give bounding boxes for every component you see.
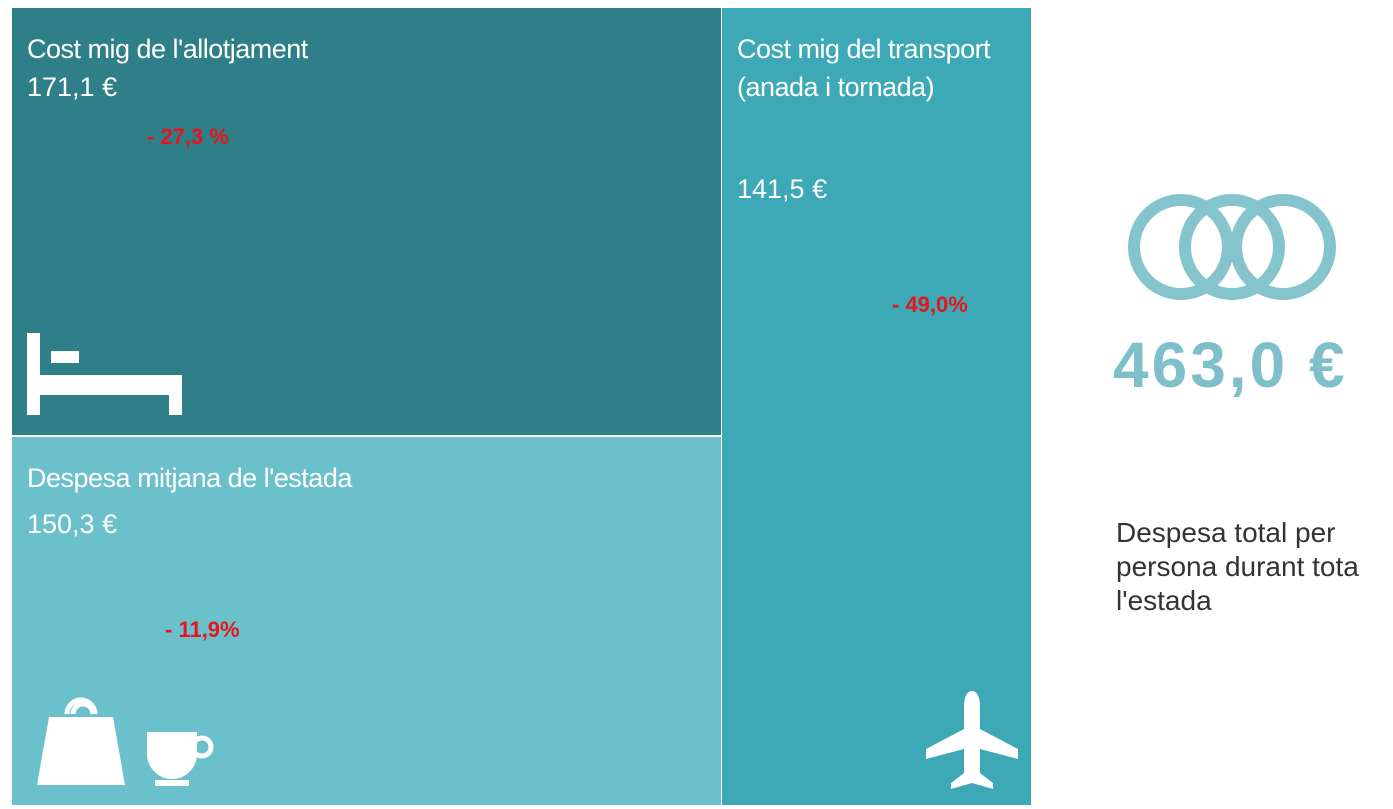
tile-stay: Despesa mitjana de l'estada 150,3 € - 11… xyxy=(12,437,721,805)
plane-icon xyxy=(926,691,1018,789)
tile-label: Cost mig de l'allotjament xyxy=(27,34,308,64)
tile-accommodation: Cost mig de l'allotjament 171,1 € - 27,3… xyxy=(12,8,721,435)
tile-change: - 49,0% xyxy=(892,292,968,317)
shopping-icons xyxy=(37,697,214,786)
coins-icon xyxy=(1128,194,1336,300)
tile-change: - 11,9% xyxy=(165,617,240,642)
tile-change: - 27,3 % xyxy=(147,124,229,149)
tile-transport: Cost mig del transport (anada i tornada)… xyxy=(722,8,1031,805)
tile-label: Cost mig del transport (anada i tornada) xyxy=(737,34,991,102)
total-value: 463,0 € xyxy=(1113,329,1348,401)
tile-value: 150,3 € xyxy=(27,509,118,539)
tile-value: 171,1 € xyxy=(27,72,118,102)
tile-value: 141,5 € xyxy=(737,174,828,204)
tile-label: Despesa mitjana de l'estada xyxy=(27,463,352,493)
bed-icon xyxy=(27,333,182,415)
total-label: Despesa total per persona durant tota l'… xyxy=(1116,517,1359,616)
